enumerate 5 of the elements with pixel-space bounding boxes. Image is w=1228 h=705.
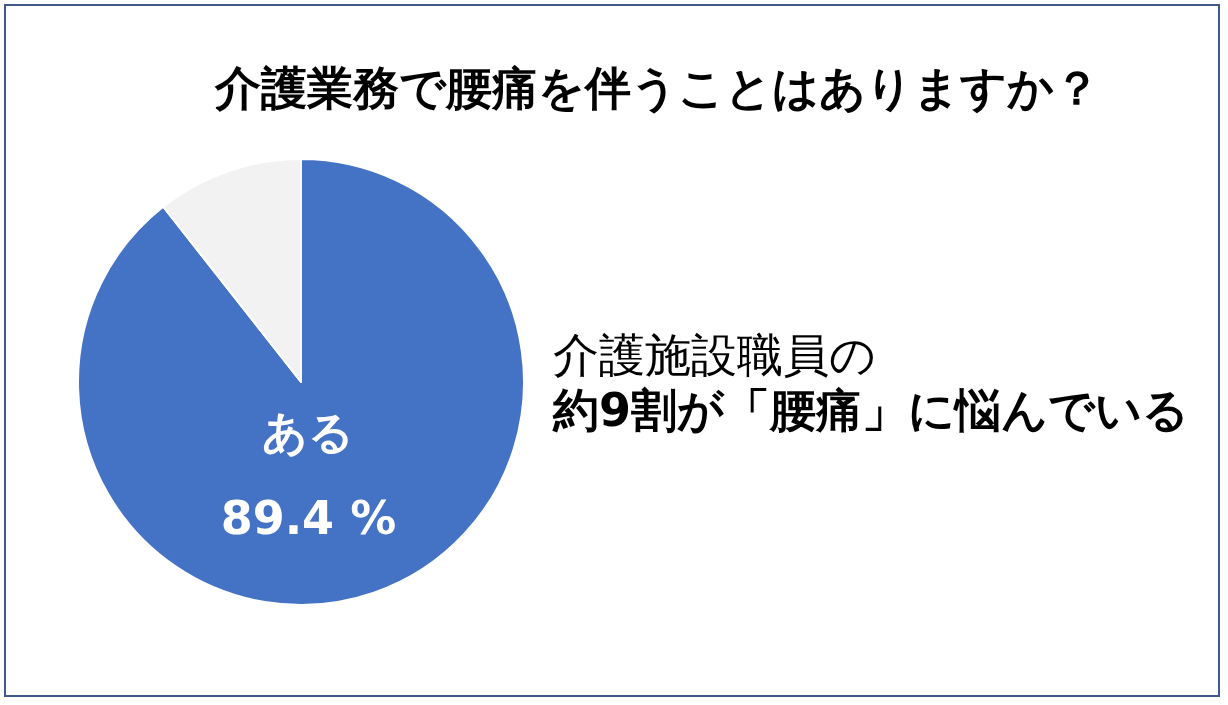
slice-label: ある — [262, 406, 355, 460]
text: 介護業務で腰痛を伴うことはありますか？ — [213, 61, 1100, 115]
text: 介護施設職員の — [553, 328, 876, 382]
text: 約9割が「腰痛」に悩んでいる — [552, 383, 1190, 437]
data-label: 89.4 % — [220, 490, 397, 545]
